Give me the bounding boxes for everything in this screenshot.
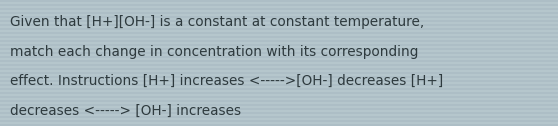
Bar xyxy=(0,100,558,102)
Text: effect. Instructions [H+] increases <----->[OH-] decreases [H+]: effect. Instructions [H+] increases <---… xyxy=(10,74,443,88)
Bar xyxy=(0,34,558,36)
Bar xyxy=(0,22,558,24)
Bar xyxy=(0,82,558,84)
Bar xyxy=(0,46,558,48)
Bar xyxy=(0,66,558,68)
Bar xyxy=(0,74,558,76)
Bar xyxy=(0,32,558,34)
Bar xyxy=(0,4,558,6)
Bar xyxy=(0,96,558,98)
Bar xyxy=(0,78,558,80)
Bar xyxy=(0,76,558,78)
Bar xyxy=(0,88,558,90)
Bar xyxy=(0,72,558,74)
Bar xyxy=(0,60,558,62)
Bar xyxy=(0,50,558,52)
Bar xyxy=(0,86,558,88)
Bar xyxy=(0,92,558,94)
Bar xyxy=(0,0,558,2)
Bar xyxy=(0,64,558,66)
Text: Given that [H+][OH-] is a constant at constant temperature,: Given that [H+][OH-] is a constant at co… xyxy=(10,15,424,29)
Bar xyxy=(0,12,558,14)
Bar xyxy=(0,110,558,112)
Bar xyxy=(0,36,558,38)
Bar xyxy=(0,108,558,110)
Bar xyxy=(0,112,558,114)
Bar xyxy=(0,98,558,100)
Bar xyxy=(0,106,558,108)
Bar xyxy=(0,18,558,20)
Bar xyxy=(0,2,558,4)
Bar xyxy=(0,40,558,42)
Bar xyxy=(0,48,558,50)
Text: match each change in concentration with its corresponding: match each change in concentration with … xyxy=(10,45,418,59)
Bar xyxy=(0,20,558,22)
Bar xyxy=(0,80,558,82)
Bar xyxy=(0,6,558,8)
Bar xyxy=(0,38,558,40)
Bar xyxy=(0,118,558,120)
Bar xyxy=(0,10,558,12)
Bar xyxy=(0,70,558,72)
Text: decreases <-----> [OH-] increases: decreases <-----> [OH-] increases xyxy=(10,104,241,118)
Bar xyxy=(0,54,558,56)
Bar xyxy=(0,114,558,116)
Bar xyxy=(0,120,558,122)
Bar xyxy=(0,122,558,124)
Bar xyxy=(0,90,558,92)
Bar xyxy=(0,116,558,118)
Bar xyxy=(0,26,558,28)
Bar xyxy=(0,14,558,16)
Bar xyxy=(0,62,558,64)
Bar xyxy=(0,58,558,60)
Bar xyxy=(0,28,558,30)
Bar xyxy=(0,104,558,106)
Bar xyxy=(0,124,558,126)
Bar xyxy=(0,24,558,26)
Bar xyxy=(0,68,558,70)
Bar xyxy=(0,16,558,18)
Bar xyxy=(0,56,558,58)
Bar xyxy=(0,84,558,86)
Bar xyxy=(0,30,558,32)
Bar xyxy=(0,94,558,96)
Bar xyxy=(0,52,558,54)
Bar xyxy=(0,8,558,10)
Bar xyxy=(0,102,558,104)
Bar xyxy=(0,44,558,46)
Bar xyxy=(0,42,558,44)
